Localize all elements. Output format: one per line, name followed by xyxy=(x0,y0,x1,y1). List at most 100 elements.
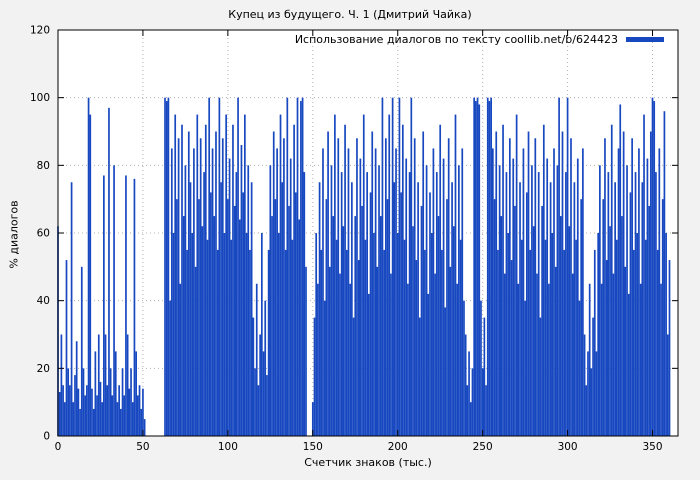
bar xyxy=(578,300,581,436)
bar xyxy=(532,226,535,436)
bar xyxy=(476,97,479,437)
bar xyxy=(373,233,375,436)
bar xyxy=(296,97,299,437)
bar xyxy=(644,239,647,436)
bar xyxy=(400,192,402,436)
bar xyxy=(463,300,465,436)
bar xyxy=(632,249,635,436)
bar xyxy=(298,219,301,436)
bar xyxy=(181,124,183,436)
bar xyxy=(549,182,552,436)
bar xyxy=(143,419,146,436)
bar xyxy=(128,388,131,436)
bar xyxy=(235,172,238,436)
bar xyxy=(208,97,211,437)
bar xyxy=(531,165,533,437)
bar xyxy=(89,114,92,436)
bar xyxy=(87,97,90,437)
x-axis-label: Счетчик знаков (тыс.) xyxy=(304,456,432,469)
bar xyxy=(123,395,126,436)
bar xyxy=(213,216,216,436)
bar xyxy=(198,199,200,436)
bar xyxy=(604,138,606,436)
bar xyxy=(111,395,114,436)
bar xyxy=(507,233,509,436)
bar xyxy=(641,182,644,436)
bar xyxy=(418,317,421,436)
bar xyxy=(481,368,484,436)
bar xyxy=(101,402,104,436)
bar xyxy=(590,368,593,436)
ytick-label: 40 xyxy=(37,295,50,307)
xtick-label: 200 xyxy=(388,441,408,453)
bar xyxy=(415,260,418,436)
bar xyxy=(490,97,492,437)
bar xyxy=(610,124,613,436)
bar xyxy=(352,317,355,436)
bar xyxy=(267,249,270,436)
xtick-label: 100 xyxy=(218,441,238,453)
bar xyxy=(218,97,221,437)
xtick-label: 150 xyxy=(303,441,323,453)
bar xyxy=(228,158,231,437)
bar xyxy=(356,138,358,436)
bar xyxy=(206,239,209,436)
legend: Использование диалогов по тексту coollib… xyxy=(295,33,664,46)
bar xyxy=(277,233,280,436)
bar xyxy=(357,260,360,436)
bar xyxy=(255,283,258,436)
bar xyxy=(92,408,95,436)
bar xyxy=(396,233,399,436)
bar xyxy=(75,341,78,436)
bar xyxy=(170,148,173,436)
bar xyxy=(449,266,452,436)
bar xyxy=(656,249,659,436)
bar xyxy=(638,148,640,436)
bar xyxy=(427,293,430,436)
chart-title: Купец из будущего. Ч. 1 (Дмитрий Чайка) xyxy=(228,8,472,21)
bar xyxy=(315,233,318,436)
bar xyxy=(420,205,423,436)
bar xyxy=(313,317,316,436)
bar xyxy=(210,192,212,436)
bar xyxy=(554,266,557,436)
bar xyxy=(398,97,401,437)
bar xyxy=(125,175,127,436)
bar xyxy=(559,216,562,436)
bar xyxy=(558,97,560,437)
bar xyxy=(271,216,273,436)
bar xyxy=(351,182,353,436)
bar xyxy=(668,260,671,436)
bar xyxy=(566,97,569,437)
bar xyxy=(658,148,661,436)
bar xyxy=(622,131,625,436)
bar xyxy=(293,124,295,436)
bar xyxy=(260,233,263,436)
bar xyxy=(318,182,321,436)
bar xyxy=(269,165,272,437)
bar xyxy=(86,385,88,436)
bar xyxy=(469,402,472,436)
bar xyxy=(187,131,190,436)
bar xyxy=(323,300,326,436)
bar xyxy=(199,138,202,436)
bar xyxy=(553,148,555,436)
bar xyxy=(99,381,102,436)
bar xyxy=(289,158,292,437)
bar xyxy=(281,182,284,436)
bar xyxy=(179,283,182,436)
bar xyxy=(395,148,397,436)
bar xyxy=(605,260,608,436)
bar xyxy=(573,182,576,436)
bar xyxy=(388,114,391,436)
bar xyxy=(636,233,639,436)
bar xyxy=(503,273,506,436)
bar xyxy=(223,233,226,436)
bar xyxy=(58,392,61,436)
bar xyxy=(80,266,83,436)
bar xyxy=(186,249,188,436)
bar xyxy=(334,114,336,436)
bar xyxy=(609,226,611,436)
bar xyxy=(539,317,542,436)
